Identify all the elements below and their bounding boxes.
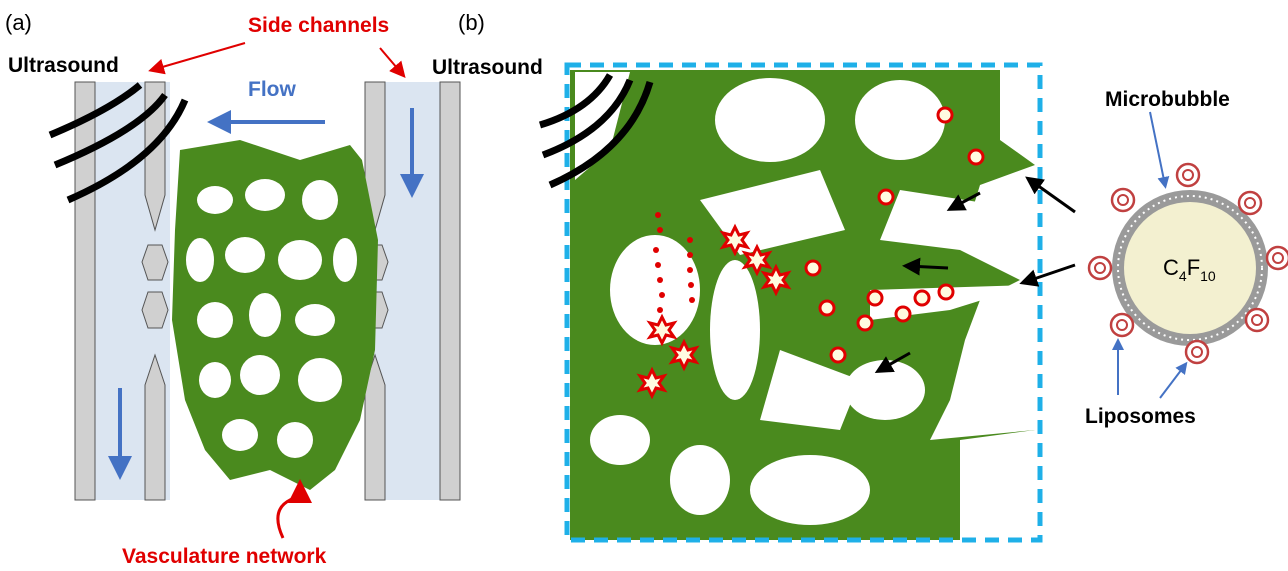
panel-a: (a) Ultrasound Side channels Flow Vascul… [5,10,461,568]
label: Ultrasound [432,56,543,79]
pointer-arrow [276,479,312,539]
pillar [144,81,166,501]
vasculature-network [570,70,1035,540]
ultrasound-waves [48,82,189,204]
zoom-box [564,62,1043,543]
gas-label: C4F10 [1163,255,1216,284]
pillar [141,244,169,329]
pointer-arrow [379,47,406,79]
vessel-gaps [186,179,357,458]
pointer-arrows [1112,111,1188,399]
gas-label-part: 4 [1179,268,1187,284]
label: Microbubble [1105,88,1230,111]
gas-label-part: F [1187,255,1200,280]
panel-label: (b) [458,10,485,35]
label: Flow [248,78,296,101]
gas-label-part: C [1163,255,1179,280]
label: Side channels [248,14,389,37]
wall [439,81,461,501]
flow-arrows [874,176,1076,373]
released-drug [653,212,695,313]
collapsing-bubbles [636,223,792,400]
ultrasound-waves [538,73,654,189]
panel-label: (a) [5,10,32,35]
vessel-gaps [575,72,1035,540]
microbubbles [804,106,985,364]
label: Liposomes [1085,405,1196,428]
label: Vasculature network [122,545,327,568]
microbubble-diagram [1087,162,1288,365]
panel-b: (b) Ultrasound Microbubble C4F10 Liposom… [432,10,1288,543]
pointer-arrow [148,42,246,75]
gas-label-part: 10 [1200,268,1216,284]
label: Ultrasound [8,54,119,77]
